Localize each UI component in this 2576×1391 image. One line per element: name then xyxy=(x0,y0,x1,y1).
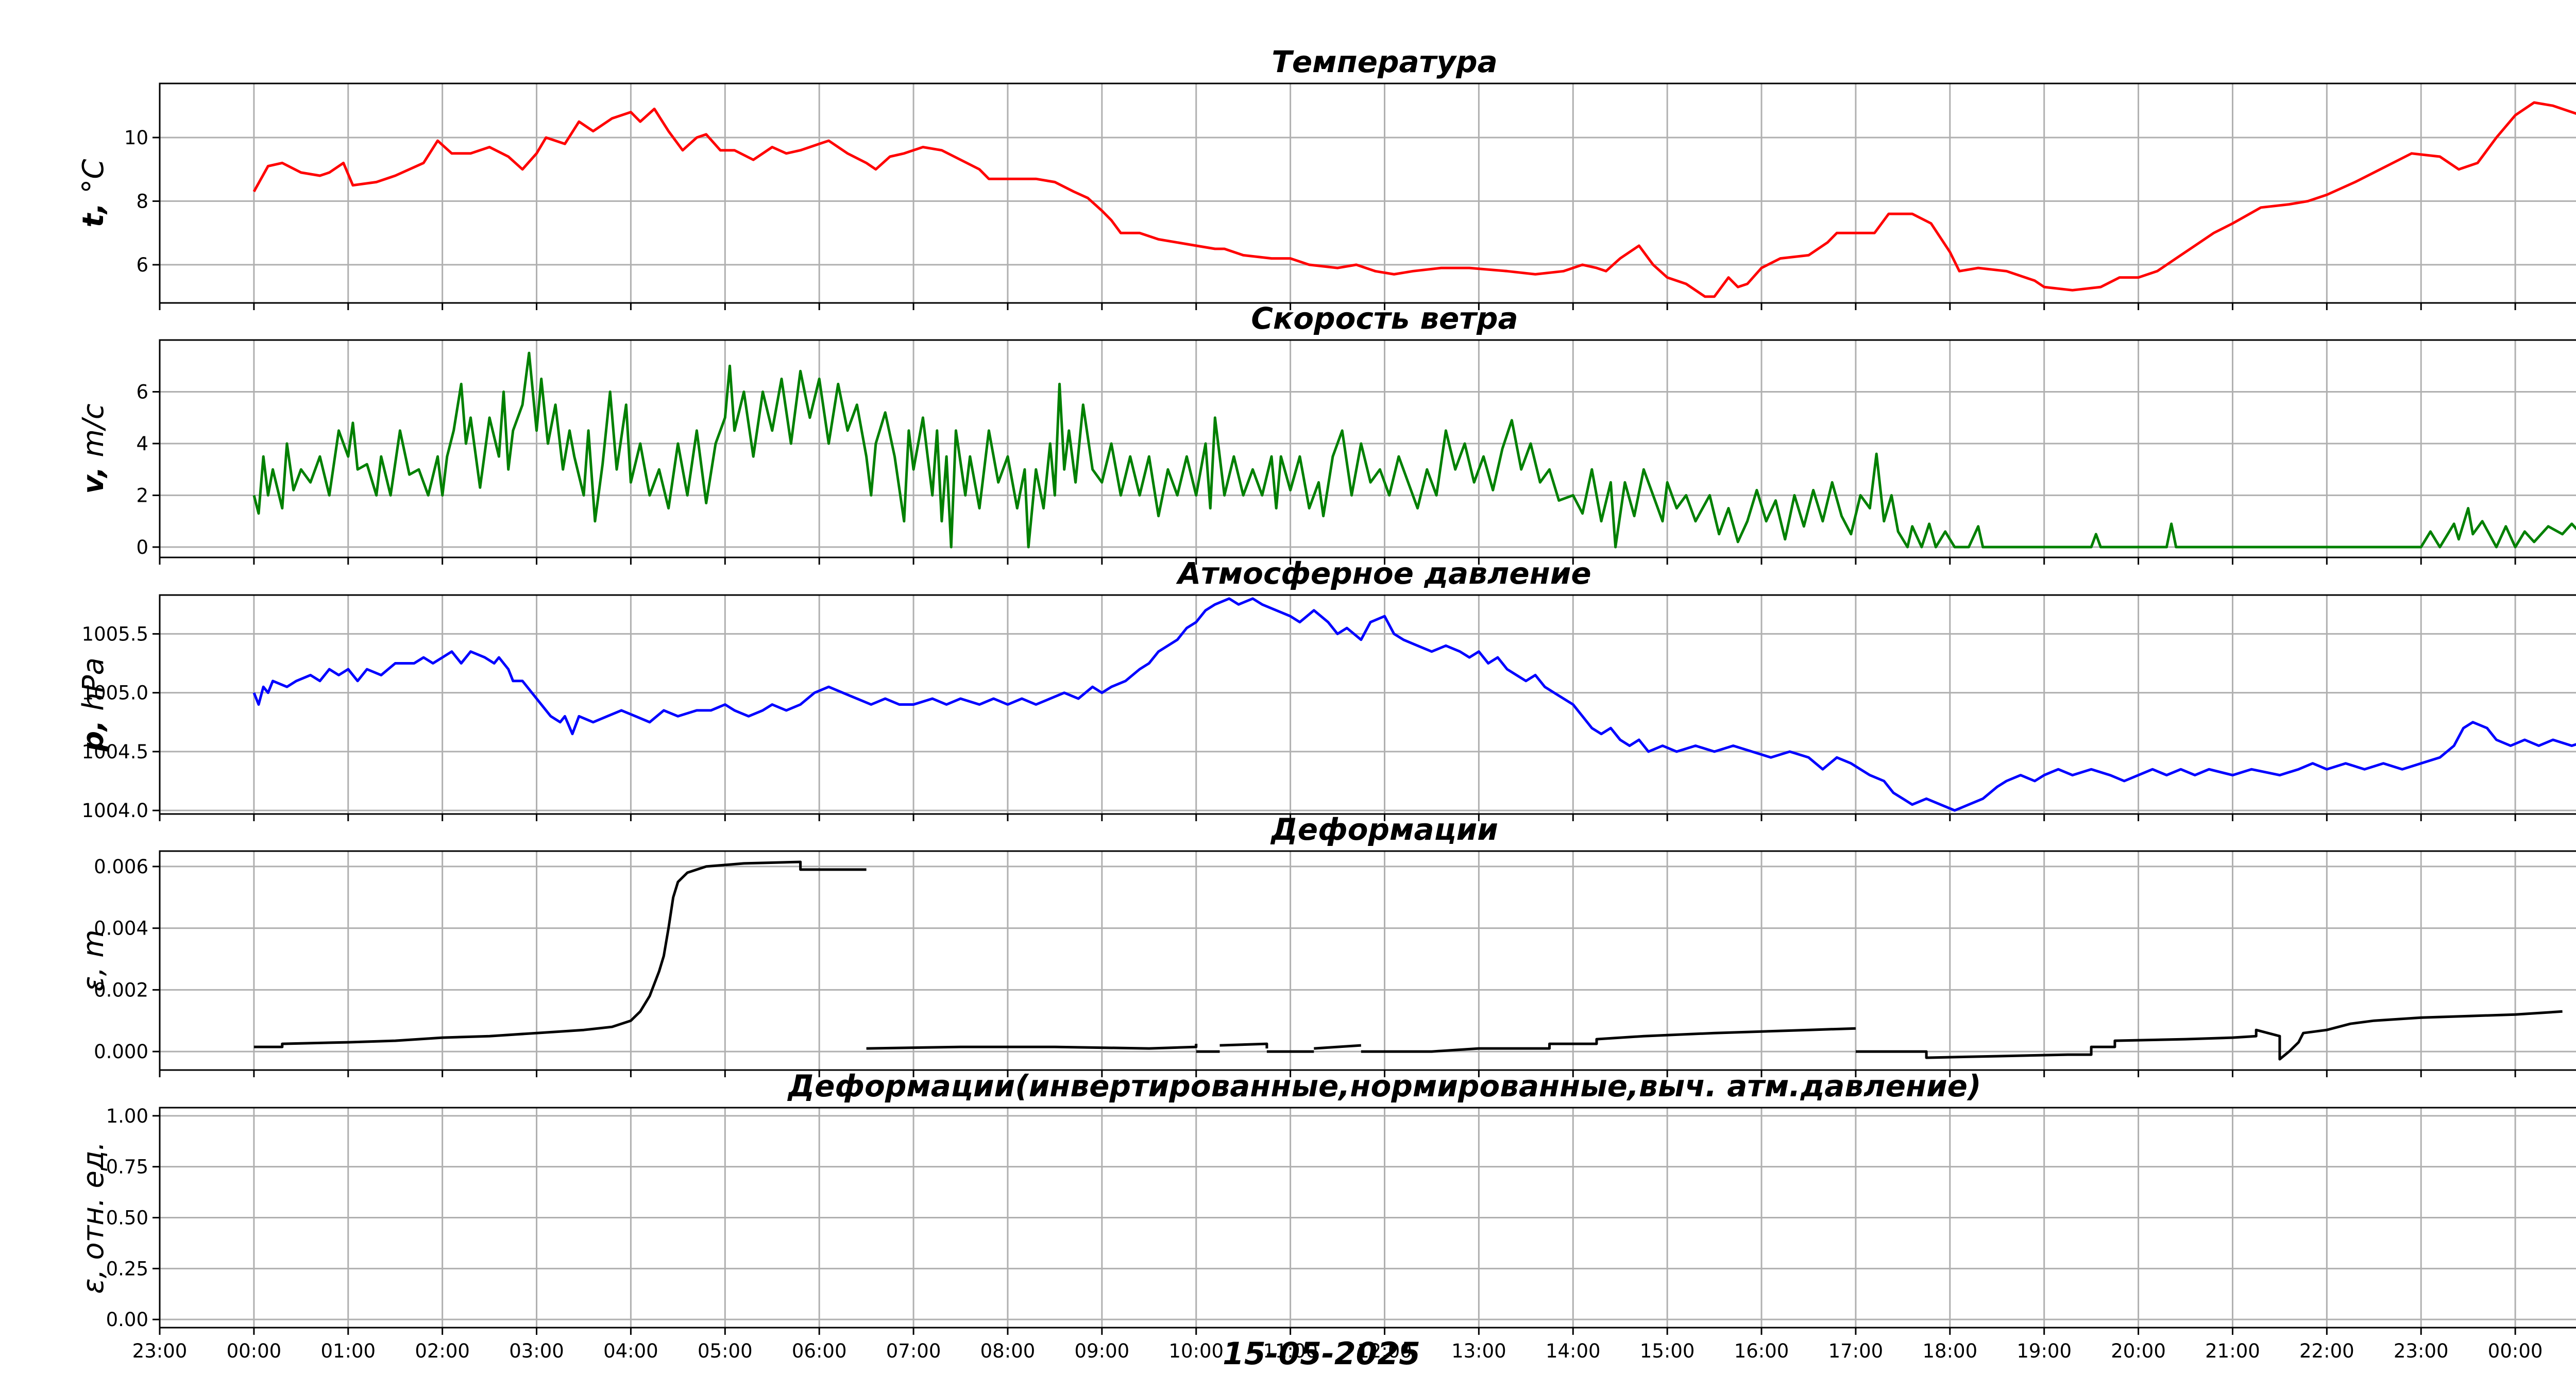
y-axis-label-unit: ε, m xyxy=(77,929,110,991)
grid-lines xyxy=(159,1108,2576,1328)
y-tick-label: 1005.5 xyxy=(82,623,148,645)
x-tick-label: 01:00 xyxy=(320,1340,376,1362)
y-axis-label-unit: ε, отн. ед. xyxy=(77,1142,110,1294)
y-ticks: 1004.0 1004.5 1005.0 1005.5 xyxy=(82,623,160,822)
x-axis-label: 15-05-2025 xyxy=(1223,1336,1420,1372)
y-tick-label: 0.25 xyxy=(106,1258,148,1280)
series-line-wind xyxy=(252,351,2576,549)
y-axis-label-symbol: p, xyxy=(77,720,110,752)
x-tick-label: 22:00 xyxy=(2299,1340,2354,1362)
x-ticks xyxy=(159,1070,2516,1077)
y-axis-label-symbol: v, xyxy=(77,466,110,494)
panel-temperature: Температура 6 8 10 t, °C xyxy=(77,44,2576,310)
series-line-temperature xyxy=(252,101,2576,298)
y-axis-label: p, hPa xyxy=(77,657,110,752)
y-tick-label: 0.002 xyxy=(94,979,148,1001)
series-line-deformation xyxy=(1219,1042,1268,1049)
y-ticks: 0 2 4 6 xyxy=(136,381,160,558)
series-line-deformation xyxy=(1361,1027,1856,1053)
y-ticks: 0.00 0.25 0.50 0.75 1.00 xyxy=(106,1105,160,1331)
y-tick-label: 0.000 xyxy=(94,1041,148,1063)
series-line-deformation xyxy=(866,1044,1198,1050)
y-tick-label: 0.004 xyxy=(94,918,148,940)
x-tick-label: 21:00 xyxy=(2205,1340,2260,1362)
x-tick-label: 09:00 xyxy=(1075,1340,1130,1362)
y-ticks: 0.000 0.002 0.004 0.006 xyxy=(94,856,160,1063)
panel-title: Атмосферное давление xyxy=(1176,556,1591,591)
panel-title: Деформации(инвертированные,нормированные… xyxy=(787,1068,1981,1104)
y-tick-label: 10 xyxy=(124,127,148,149)
x-tick-label: 17:00 xyxy=(1828,1340,1884,1362)
panel-pressure: Атмосферное давление1004.01004.51005.010… xyxy=(77,556,2576,822)
x-tick-label: 12:00 xyxy=(1357,1340,1412,1362)
y-tick-label: 6 xyxy=(136,381,148,403)
x-tick-label: 05:00 xyxy=(698,1340,753,1362)
x-tick-label: 03:00 xyxy=(509,1340,564,1362)
series-line-deformation xyxy=(253,860,867,1048)
panel-deformation_norm: Деформации(инвертированные,нормированные… xyxy=(77,1068,2576,1362)
series-line-deformation xyxy=(1855,1010,2563,1061)
x-tick-label: 07:00 xyxy=(886,1340,941,1362)
y-tick-label: 1.00 xyxy=(106,1105,148,1127)
y-axis-label: t, °C xyxy=(77,159,110,228)
x-tick-label: 00:00 xyxy=(227,1340,282,1362)
y-axis-label: v, m/c xyxy=(77,403,110,494)
grid-lines xyxy=(159,83,2576,303)
y-axis-label-symbol: t, xyxy=(77,202,110,227)
x-tick-label: 19:00 xyxy=(2016,1340,2072,1362)
grid-lines xyxy=(159,851,2576,1070)
x-tick-label: 08:00 xyxy=(980,1340,1036,1362)
x-tick-label: 02:00 xyxy=(415,1340,470,1362)
y-axis-label: ε, отн. ед. xyxy=(77,1142,110,1294)
panel-title: Температура xyxy=(1272,44,1497,79)
y-tick-label: 0.50 xyxy=(106,1207,148,1229)
y-axis-label-unit: hPa xyxy=(77,657,110,720)
x-tick-label: 00:00 xyxy=(2488,1340,2543,1362)
series-line-deformation xyxy=(1314,1044,1361,1050)
x-tick-label: 15:00 xyxy=(1640,1340,1695,1362)
y-axis-label-unit: °C xyxy=(77,159,110,203)
y-tick-label: 1004.0 xyxy=(82,800,148,822)
y-tick-label: 0.006 xyxy=(94,856,148,878)
y-axis-label-unit: m/c xyxy=(77,403,110,466)
x-tick-label: 04:00 xyxy=(603,1340,658,1362)
x-ticks xyxy=(159,814,2516,821)
x-ticks: 23:00 00:00 01:00 02:00 03:00 04:00 05:00 06:00… xyxy=(132,1328,2543,1362)
y-axis-label: ε, m xyxy=(77,929,110,991)
x-ticks xyxy=(159,557,2516,565)
x-tick-label: 11:00 xyxy=(1263,1340,1318,1362)
grid-lines xyxy=(159,595,2576,814)
y-tick-label: 0.00 xyxy=(106,1309,148,1331)
x-tick-label: 23:00 xyxy=(2394,1340,2449,1362)
panel-wind: Скорость ветра 0 2 4 6 v, m/c xyxy=(77,301,2576,565)
y-ticks: 6 8 10 xyxy=(124,127,160,276)
y-tick-label: 0.75 xyxy=(106,1156,148,1178)
x-tick-label: 16:00 xyxy=(1734,1340,1789,1362)
x-tick-label: 10:00 xyxy=(1168,1340,1224,1362)
x-tick-label: 13:00 xyxy=(1451,1340,1506,1362)
x-ticks xyxy=(159,303,2516,310)
y-tick-label: 1005.0 xyxy=(82,682,148,704)
y-tick-label: 6 xyxy=(136,254,148,276)
panel-title: Деформации xyxy=(1270,812,1498,847)
x-tick-label: 06:00 xyxy=(792,1340,847,1362)
y-tick-label: 2 xyxy=(136,484,148,506)
x-tick-label: 18:00 xyxy=(1922,1340,1977,1362)
y-tick-label: 0 xyxy=(136,536,148,558)
panel-title: Скорость ветра xyxy=(1251,301,1518,336)
panels: Температура 6 8 10 t, °C Скорость ветра 0 2 4 6 v,… xyxy=(77,44,2576,1362)
y-tick-label: 4 xyxy=(136,433,148,455)
series-line-pressure xyxy=(252,597,2576,812)
x-tick-label: 20:00 xyxy=(2111,1340,2166,1362)
x-tick-label: 14:00 xyxy=(1546,1340,1601,1362)
y-tick-label: 8 xyxy=(136,190,148,212)
y-tick-label: 1004.5 xyxy=(82,741,148,763)
x-tick-label: 23:00 xyxy=(132,1340,188,1362)
panel-deformation: Деформации 0.000 0.002 0.004 0.006 ε, m xyxy=(77,812,2576,1077)
